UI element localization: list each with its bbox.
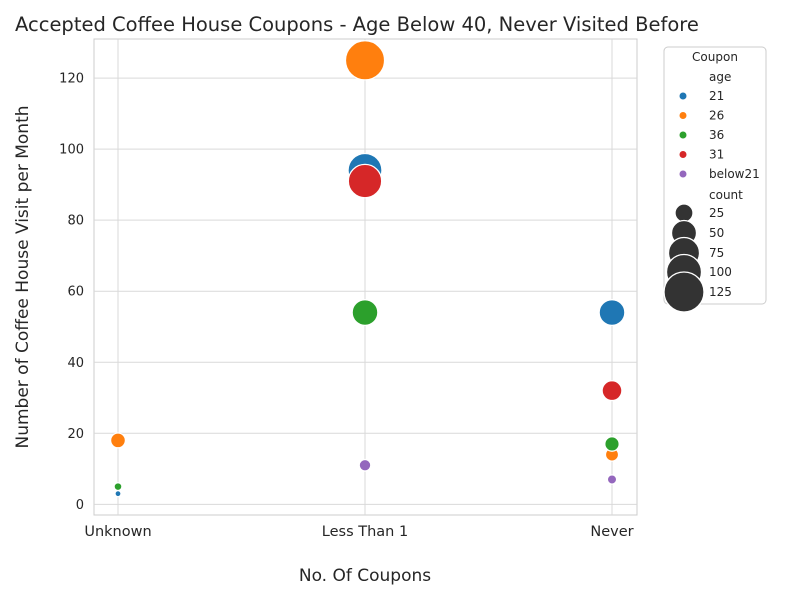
legend-marker	[679, 131, 687, 139]
legend-size-label: 100	[709, 265, 732, 279]
chart-title: Accepted Coffee House Coupons - Age Belo…	[15, 13, 699, 36]
legend-size-marker	[674, 203, 694, 223]
legend-marker	[679, 112, 687, 119]
data-point	[606, 474, 618, 485]
legend-entry-label: 36	[709, 128, 724, 142]
legend-marker	[679, 92, 687, 100]
data-point	[598, 299, 626, 327]
legend-marker	[679, 151, 687, 158]
data-point	[347, 163, 383, 199]
legend-entry-label: 31	[709, 148, 724, 162]
legend-size-title: count	[709, 188, 743, 202]
legend-marker	[679, 170, 687, 178]
y-tick-label: 0	[76, 498, 84, 513]
data-point	[113, 482, 123, 492]
x-tick-label: Never	[590, 524, 633, 540]
legend-size-marker	[663, 271, 705, 313]
legend-hue-title: age	[709, 70, 731, 84]
data-point	[358, 458, 372, 472]
data-point	[344, 40, 386, 81]
y-tick-label: 80	[67, 214, 84, 229]
x-tick-label: Less Than 1	[322, 524, 408, 540]
y-tick-label: 20	[67, 427, 84, 442]
legend-title: Coupon	[692, 50, 738, 64]
legend-size-label: 25	[709, 206, 724, 220]
legend-size-label: 125	[709, 285, 732, 299]
legend-size-label: 75	[709, 246, 724, 260]
legend-entry-label: below21	[709, 167, 760, 181]
data-point	[601, 380, 623, 402]
x-axis-label: No. Of Coupons	[299, 566, 431, 586]
data-point	[604, 436, 620, 452]
data-point	[114, 490, 122, 498]
data-points	[109, 40, 626, 498]
grid	[93, 38, 638, 516]
y-tick-label: 100	[59, 143, 84, 158]
legend: Coupon age 21 26 36 31 below21 count 25 50 75 100 12…	[663, 46, 767, 313]
y-axis-label: Number of Coffee House Visit per Month	[13, 105, 33, 448]
data-point	[351, 299, 379, 327]
y-tick-label: 60	[67, 285, 84, 300]
legend-size-label: 50	[709, 226, 724, 240]
legend-entry-label: 26	[709, 109, 724, 123]
y-tick-label: 40	[67, 356, 84, 371]
legend-entry-label: 21	[709, 89, 724, 103]
y-tick-label: 120	[59, 72, 84, 87]
x-tick-label: Unknown	[84, 524, 151, 540]
data-point	[109, 432, 127, 449]
